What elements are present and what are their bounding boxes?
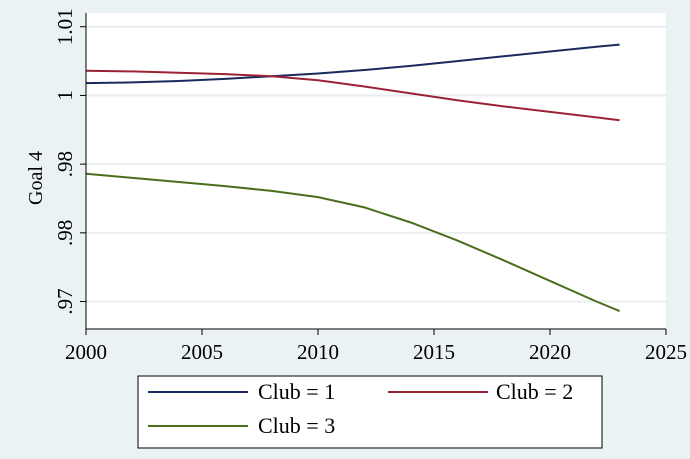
x-tick-label-2000: 2000: [65, 340, 107, 364]
gridlines: [86, 25, 666, 303]
series-lines: [85, 43, 620, 313]
legend-label-club-2: Club = 2: [496, 379, 573, 404]
x-tick-label-2025: 2025: [645, 340, 687, 364]
y-axis: .97 .98 .98 1 1.01: [53, 8, 87, 329]
x-axis: 2000 2005 2010 2015 2020 2025: [65, 328, 687, 364]
legend-label-club-1: Club = 1: [258, 379, 335, 404]
legend: Club = 1 Club = 2 Club = 3: [148, 379, 573, 438]
y-axis-title: Goal 4: [25, 151, 47, 205]
y-tick-label-3: 1: [53, 90, 77, 101]
y-tick-label-0: .97: [53, 288, 77, 314]
y-tick-label-4: 1.01: [53, 8, 77, 45]
series-line-club-1: [85, 43, 620, 85]
series-line-club-3: [85, 172, 620, 313]
y-tick-label-1: .98: [53, 220, 77, 246]
x-tick-label-2010: 2010: [297, 340, 339, 364]
x-tick-label-2005: 2005: [181, 340, 223, 364]
legend-label-club-3: Club = 3: [258, 413, 335, 438]
series-line-club-2: [85, 69, 620, 122]
plot-area: [86, 13, 666, 329]
legend-box: [137, 375, 603, 449]
x-tick-label-2020: 2020: [529, 340, 571, 364]
y-tick-label-2: .98: [53, 151, 77, 177]
x-tick-label-2015: 2015: [413, 340, 455, 364]
